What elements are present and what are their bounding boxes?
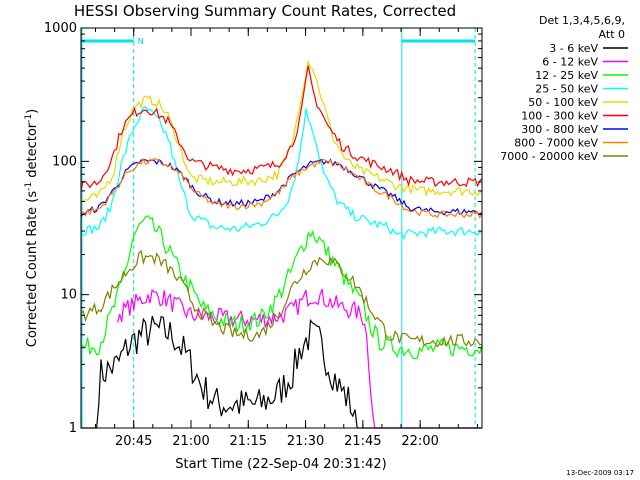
legend-label: 300 - 800 keV [521,123,598,136]
y-tick-label: 1 [69,421,77,436]
legend-label: 100 - 300 keV [521,110,598,123]
legend-title-detectors: Det 1,3,4,5,6,9, [539,14,625,27]
y-tick-label: 10 [60,288,77,303]
plot-frame [80,27,483,429]
legend-label: 800 - 7000 keV [514,137,598,150]
series-line [80,59,483,202]
date-stamp: 13-Dec-2009 03:17 [566,469,634,477]
x-axis-label: Start Time (22-Sep-04 20:31:42) [175,457,386,472]
x-tick-label: 21:30 [287,434,324,449]
legend-label: 25 - 50 keV [535,83,598,96]
x-tick-label: 21:00 [172,434,209,449]
series-line [80,215,483,360]
legend-label: 50 - 100 keV [528,96,598,109]
legend-label: 7000 - 20000 keV [500,150,598,163]
series-line [80,106,483,241]
chart-title: HESSI Observing Summary Count Rates, Cor… [74,2,456,20]
y-tick-label: 100 [52,154,77,169]
series-line [80,250,483,348]
legend-title-attenuator: Att 0 [599,28,625,41]
x-tick-label: 21:45 [344,434,381,449]
x-tick-label: 20:45 [115,434,152,449]
series-line [80,157,483,220]
legend-label: 12 - 25 keV [535,69,598,82]
y-tick-label: 1000 [44,21,77,36]
y-axis-label: Corrected Count Rate (s-1 detector-1) [24,109,40,347]
series-line [80,65,483,190]
x-axis: 20:45 21:00 21:15 21:30 21:45 22:00 [95,28,478,449]
y-axis: 1 10 100 1000 [44,21,482,436]
night-label: N [138,37,144,46]
legend-label: 6 - 12 keV [542,56,598,69]
legend-label: 3 - 6 keV [549,42,598,55]
x-tick-label: 22:00 [401,434,438,449]
x-tick-label: 21:15 [230,434,267,449]
